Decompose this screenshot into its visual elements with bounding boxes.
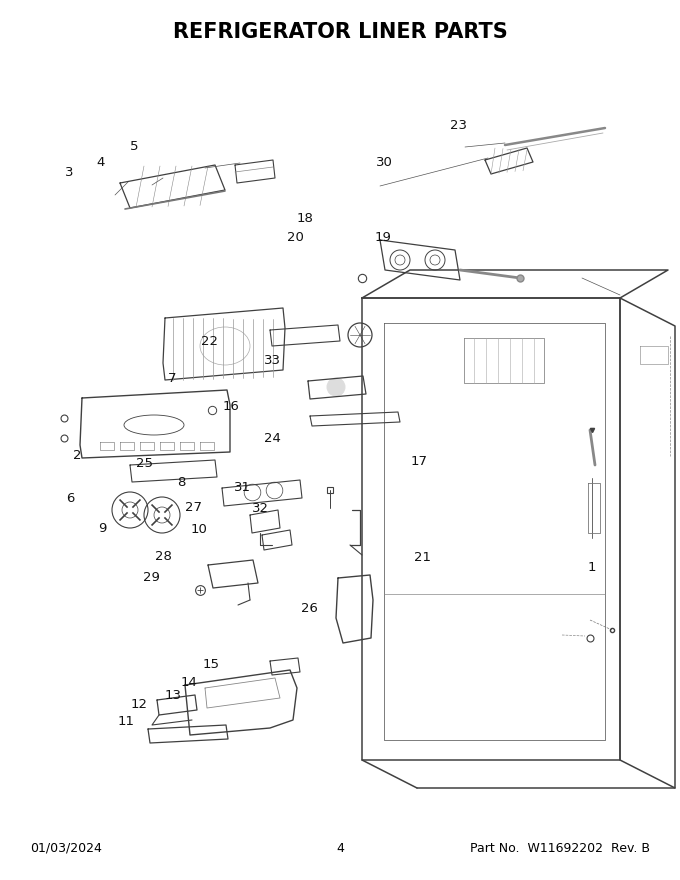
Text: 15: 15: [203, 658, 219, 671]
Text: 30: 30: [376, 157, 392, 169]
Text: 21: 21: [414, 551, 431, 563]
Text: 11: 11: [118, 715, 135, 728]
Text: 25: 25: [136, 458, 154, 470]
Text: 26: 26: [301, 603, 318, 615]
Text: 24: 24: [264, 432, 280, 444]
Text: 4: 4: [336, 841, 344, 854]
Text: 10: 10: [191, 524, 207, 536]
Text: 18: 18: [296, 212, 313, 224]
Text: 19: 19: [375, 231, 391, 244]
Text: 22: 22: [201, 335, 218, 348]
Text: 4: 4: [97, 157, 105, 169]
Text: 16: 16: [223, 400, 239, 413]
Text: 27: 27: [185, 502, 203, 514]
Text: 6: 6: [67, 493, 75, 505]
Text: 7: 7: [168, 372, 176, 385]
Text: 20: 20: [288, 231, 304, 244]
Text: 32: 32: [252, 502, 269, 515]
Text: REFRIGERATOR LINER PARTS: REFRIGERATOR LINER PARTS: [173, 22, 507, 42]
Text: 33: 33: [264, 355, 280, 367]
Text: 28: 28: [155, 550, 171, 562]
Text: 1: 1: [588, 561, 596, 574]
Text: 23: 23: [450, 120, 467, 132]
Circle shape: [327, 378, 345, 396]
Text: 14: 14: [181, 677, 197, 689]
Text: 9: 9: [98, 522, 106, 534]
Text: 01/03/2024: 01/03/2024: [30, 841, 102, 854]
Text: 31: 31: [234, 481, 250, 494]
Text: 2: 2: [73, 450, 81, 462]
Text: 5: 5: [131, 141, 139, 153]
Text: 8: 8: [177, 476, 186, 488]
Text: 3: 3: [65, 166, 73, 179]
Text: Part No.  W11692202  Rev. B: Part No. W11692202 Rev. B: [470, 841, 650, 854]
Text: 12: 12: [131, 698, 148, 710]
Text: 29: 29: [143, 571, 159, 583]
Text: 13: 13: [165, 689, 181, 701]
Text: 17: 17: [411, 455, 428, 467]
